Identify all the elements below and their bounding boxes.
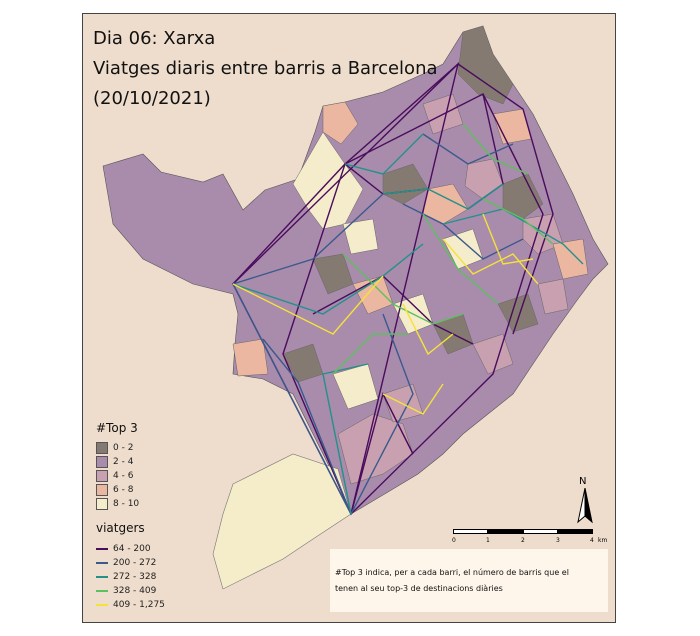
note-line-2: tenen al seu top-3 de destinacions diàri… [335,584,503,593]
collserola-area [292,131,364,230]
legend-top3-item: 0 - 2 [96,442,133,454]
legend-label: 272 - 328 [113,572,157,582]
scale-segment [558,529,593,534]
scale-label: 2 [521,537,525,544]
scale-label: 1 [486,537,490,544]
legend-viatgers-item: 328 - 409 [96,585,156,597]
scale-unit: km [598,537,608,544]
note-line-1: #Top 3 indica, per a cada barri, el núme… [335,568,569,577]
map-title-line-3: (20/10/2021) [93,88,211,109]
legend-top3-item: 2 - 4 [96,456,133,468]
north-arrow-icon [577,488,593,524]
legend-label: 4 - 6 [113,471,134,481]
legend-label: 8 - 10 [113,499,140,509]
scale-segment [488,529,523,534]
scale-label: 0 [452,537,456,544]
legend-label: 2 - 4 [113,457,134,467]
network-272-328 [232,133,584,515]
scale-label: 3 [556,537,560,544]
legend-viatgers-item: 272 - 328 [96,571,156,583]
legend-swatch [96,470,108,482]
map-title-line-1: Dia 06: Xarxa [93,28,216,49]
legend-swatch [96,484,108,496]
legend-label: 6 - 8 [113,485,134,495]
legend-swatch [96,456,108,468]
north-label: N [579,476,587,487]
note-box: #Top 3 indica, per a cada barri, el núme… [330,549,608,612]
legend-line [96,604,108,606]
legend-swatch [96,498,108,510]
scale-segment [523,529,558,534]
legend-label: 0 - 2 [113,443,134,453]
map-title-line-2: Viatges diaris entre barris a Barcelona [93,58,438,79]
scale-segment [453,529,488,534]
legend-viatgers-title: viatgers [96,521,145,535]
legend-line [96,562,108,564]
map-frame: Dia 06: Xarxa Viatges diaris entre barri… [82,13,616,623]
scale-label: 4 [590,537,594,544]
trip-network [232,61,584,516]
legend-viatgers-item: 64 - 200 [96,543,151,555]
legend-viatgers-item: 200 - 272 [96,557,156,569]
legend-top3-item: 6 - 8 [96,484,133,496]
legend-top3-title: #Top 3 [96,421,138,435]
legend-label: 200 - 272 [113,558,157,568]
legend-top3-item: 4 - 6 [96,470,133,482]
legend-swatch [96,442,108,454]
network-409-1275 [232,213,539,415]
north-arrow: N [575,476,595,524]
legend-label: 328 - 409 [113,586,157,596]
legend-viatgers-item: 409 - 1,275 [96,599,165,611]
legend-line [96,590,108,592]
legend-line [96,548,108,550]
city-outline [102,25,609,515]
legend-label: 64 - 200 [113,544,151,554]
network-328-409 [332,123,554,375]
legend-line [96,576,108,578]
port-area [212,453,352,590]
legend-top3-item: 8 - 10 [96,498,139,510]
map-canvas [102,25,609,590]
legend-label: 409 - 1,275 [113,600,165,610]
